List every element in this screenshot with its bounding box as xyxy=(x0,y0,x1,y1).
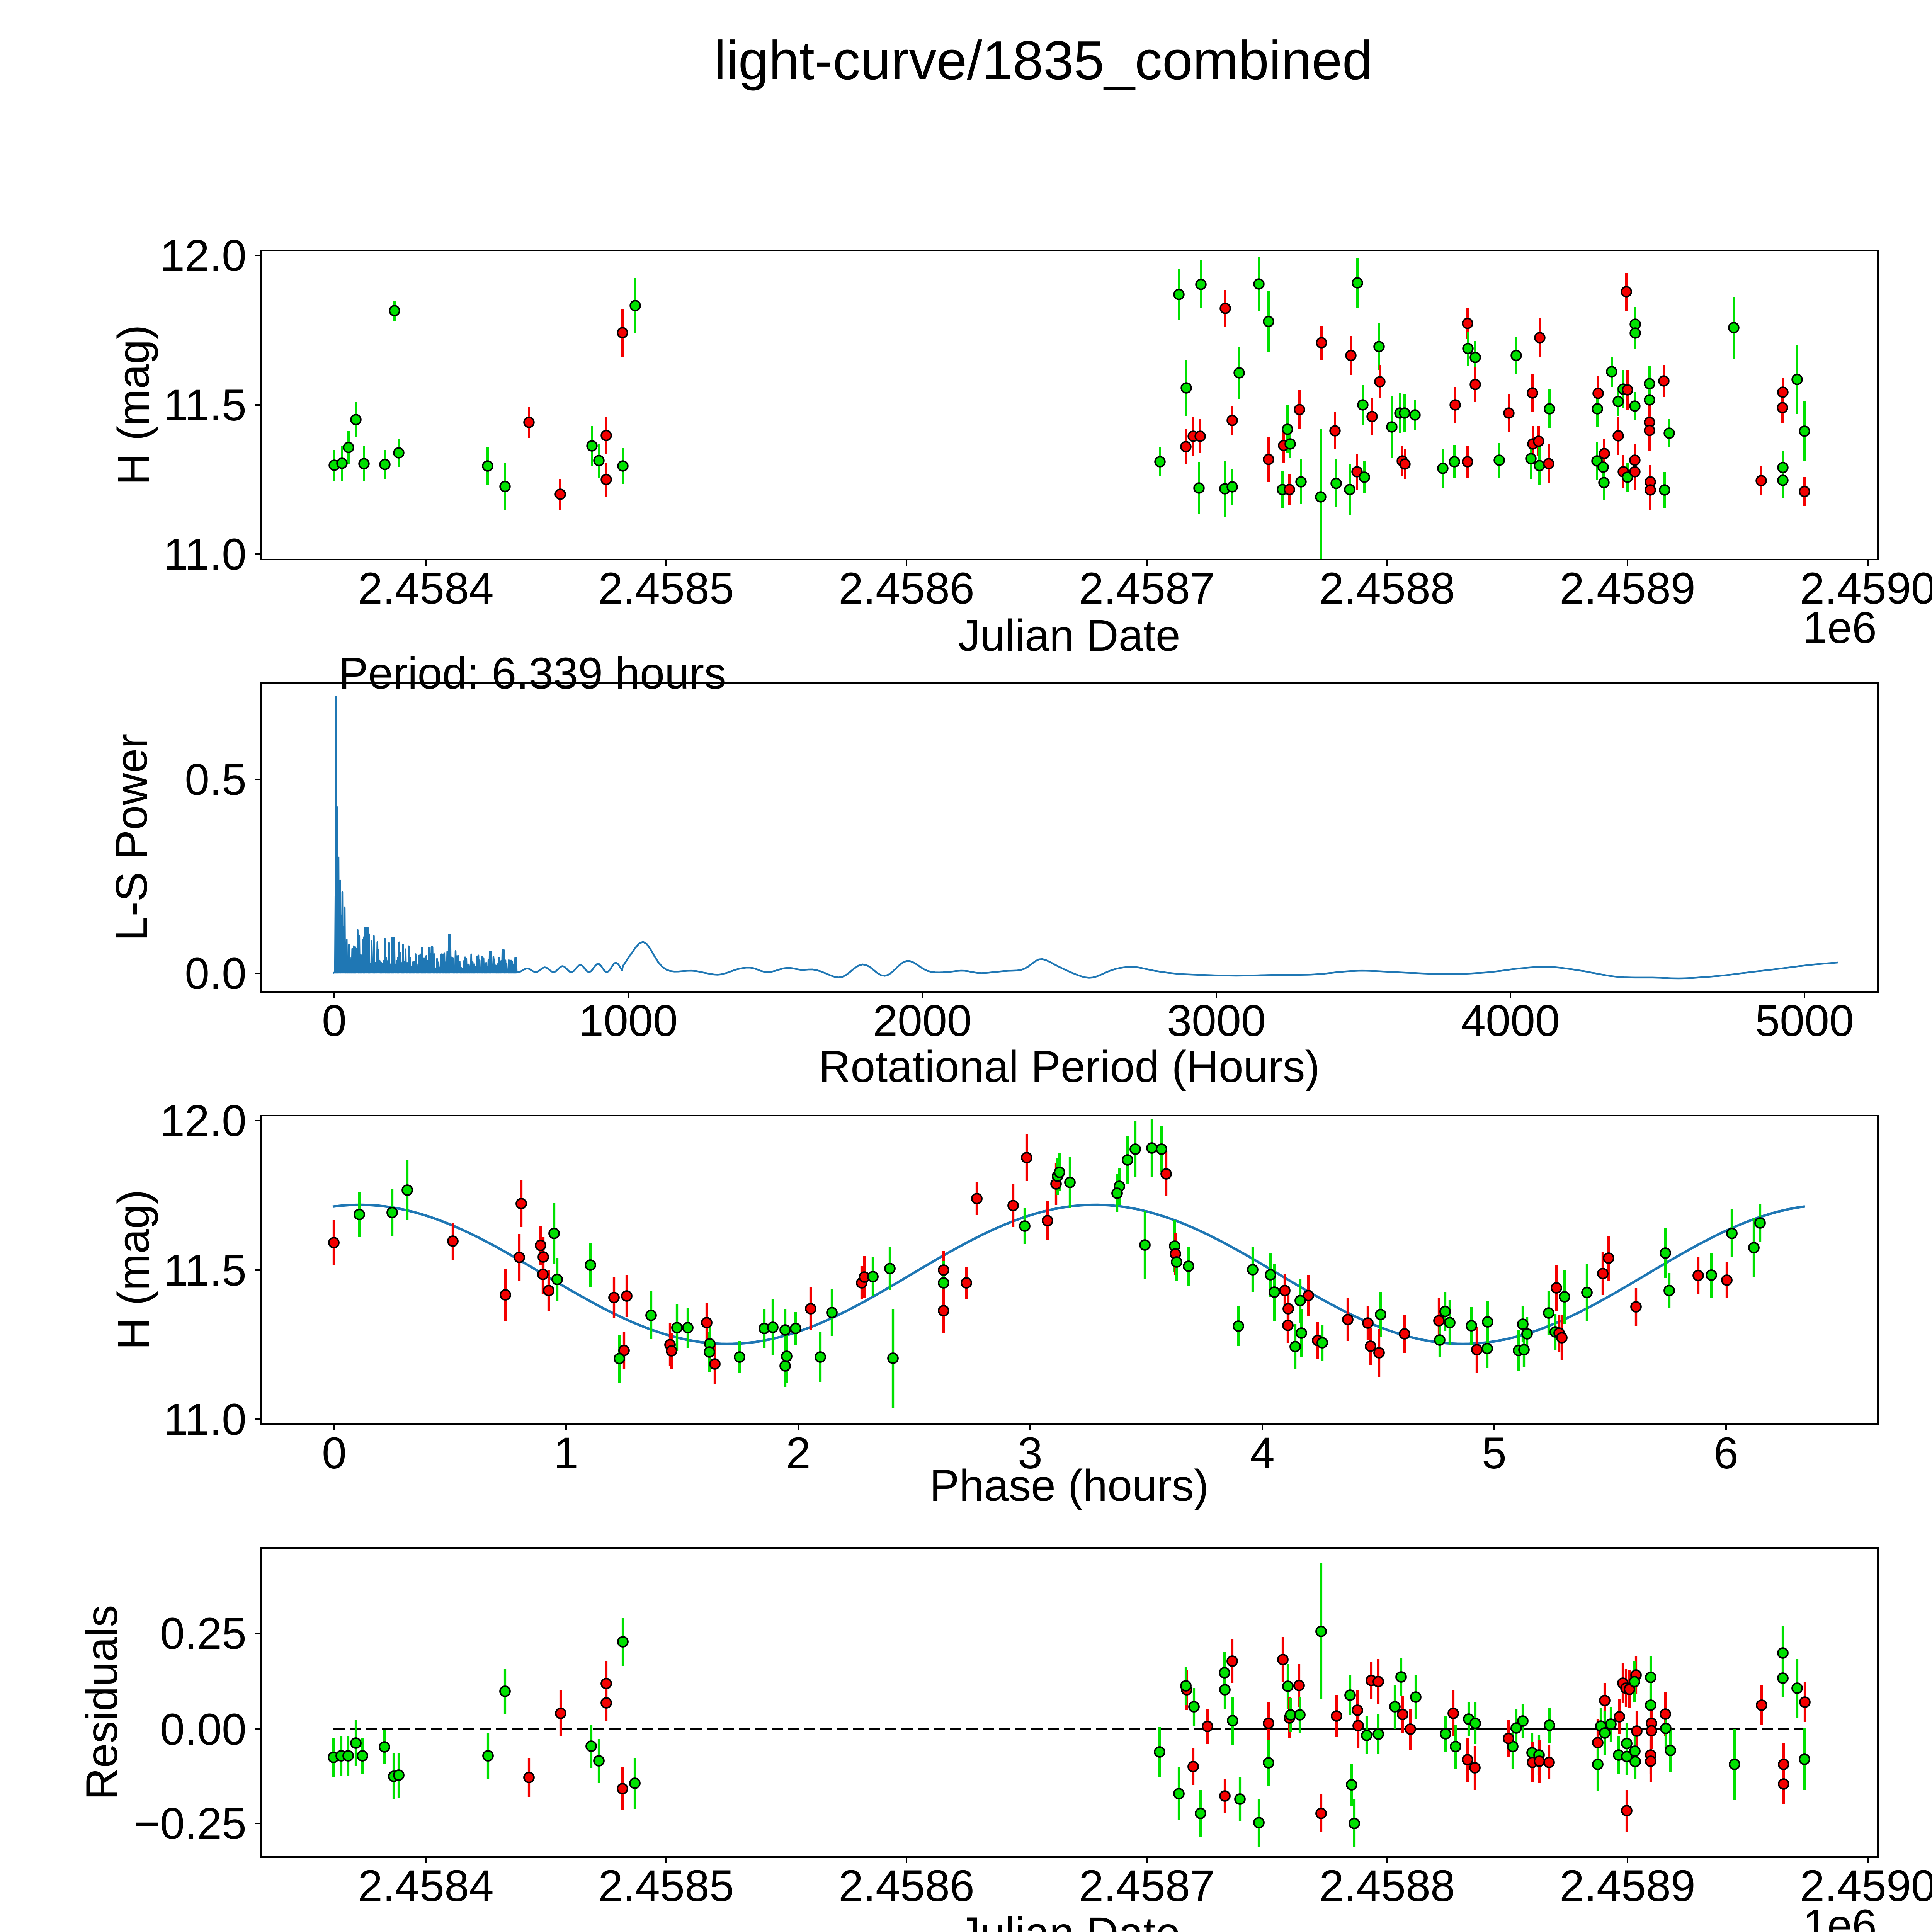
svg-text:11.5: 11.5 xyxy=(163,381,247,430)
svg-text:2: 2 xyxy=(786,1429,811,1478)
svg-text:3000: 3000 xyxy=(1167,996,1266,1046)
svg-text:1: 1 xyxy=(554,1429,578,1478)
svg-text:2.4585: 2.4585 xyxy=(598,1861,734,1911)
svg-text:2000: 2000 xyxy=(873,996,972,1046)
svg-text:Julian Date: Julian Date xyxy=(958,611,1180,660)
svg-text:0.25: 0.25 xyxy=(160,1609,247,1658)
svg-text:2.4590: 2.4590 xyxy=(1800,564,1932,613)
svg-text:2.4586: 2.4586 xyxy=(838,1861,975,1911)
svg-text:12.0: 12.0 xyxy=(160,231,247,281)
svg-text:2.4590: 2.4590 xyxy=(1800,1861,1932,1911)
svg-text:5000: 5000 xyxy=(1755,996,1854,1046)
svg-text:−0.25: −0.25 xyxy=(134,1799,247,1849)
svg-text:0.00: 0.00 xyxy=(160,1705,247,1754)
svg-text:2.4587: 2.4587 xyxy=(1079,564,1215,613)
svg-text:2.4588: 2.4588 xyxy=(1319,1861,1455,1911)
svg-text:Rotational Period (Hours): Rotational Period (Hours) xyxy=(818,1042,1320,1092)
svg-text:4: 4 xyxy=(1250,1429,1275,1478)
svg-text:2.4588: 2.4588 xyxy=(1319,564,1455,613)
svg-text:L-S Power: L-S Power xyxy=(107,734,156,941)
svg-text:Period: 6.339 hours: Period: 6.339 hours xyxy=(338,649,726,698)
svg-text:0.5: 0.5 xyxy=(185,755,247,804)
svg-text:Residuals: Residuals xyxy=(77,1605,127,1800)
svg-text:1000: 1000 xyxy=(579,996,678,1046)
svg-text:6: 6 xyxy=(1714,1429,1738,1478)
svg-text:Phase (hours): Phase (hours) xyxy=(930,1461,1209,1510)
svg-text:11.0: 11.0 xyxy=(163,1395,247,1444)
svg-text:Julian Date: Julian Date xyxy=(958,1908,1180,1932)
svg-text:2.4585: 2.4585 xyxy=(598,564,734,613)
svg-text:2.4584: 2.4584 xyxy=(358,1861,494,1911)
svg-text:1e6: 1e6 xyxy=(1803,603,1877,653)
svg-text:11.5: 11.5 xyxy=(163,1246,247,1295)
svg-text:light-curve/1835_combined: light-curve/1835_combined xyxy=(714,30,1372,91)
svg-text:2.4589: 2.4589 xyxy=(1560,1861,1696,1911)
svg-text:0.0: 0.0 xyxy=(185,949,247,998)
svg-text:3: 3 xyxy=(1018,1429,1043,1478)
svg-text:2.4586: 2.4586 xyxy=(838,564,975,613)
svg-text:11.0: 11.0 xyxy=(163,530,247,579)
svg-text:H (mag): H (mag) xyxy=(109,325,158,485)
svg-text:1e6: 1e6 xyxy=(1803,1901,1877,1932)
svg-text:12.0: 12.0 xyxy=(160,1096,247,1146)
svg-text:2.4587: 2.4587 xyxy=(1079,1861,1215,1911)
svg-text:0: 0 xyxy=(322,1429,347,1478)
svg-text:0: 0 xyxy=(322,996,347,1046)
svg-text:4000: 4000 xyxy=(1461,996,1560,1046)
svg-text:2.4584: 2.4584 xyxy=(358,564,494,613)
svg-text:2.4589: 2.4589 xyxy=(1560,564,1696,613)
svg-text:H (mag): H (mag) xyxy=(109,1189,158,1350)
svg-text:5: 5 xyxy=(1482,1429,1507,1478)
